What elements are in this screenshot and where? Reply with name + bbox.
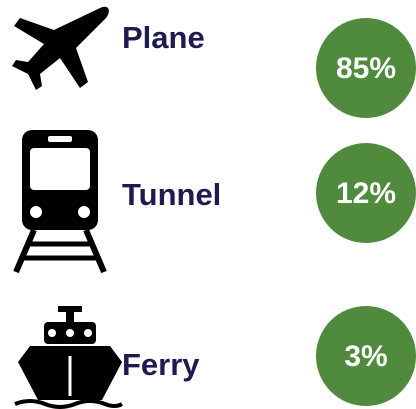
share-value: 12% [336,177,396,210]
share-value: 3% [344,340,387,373]
plane-icon [12,6,109,91]
mode-label: Plane [122,20,205,55]
share-value: 85% [336,52,396,85]
mode-label: Tunnel [122,177,221,212]
share-circle [316,306,416,406]
ferry-icon [14,306,123,409]
share-circle [316,143,416,243]
rows: Plane 85% Tunnel 12% Ferry 3% [122,18,416,406]
train-icon [13,130,107,274]
share-circle [316,18,416,118]
mode-label: Ferry [122,347,200,382]
